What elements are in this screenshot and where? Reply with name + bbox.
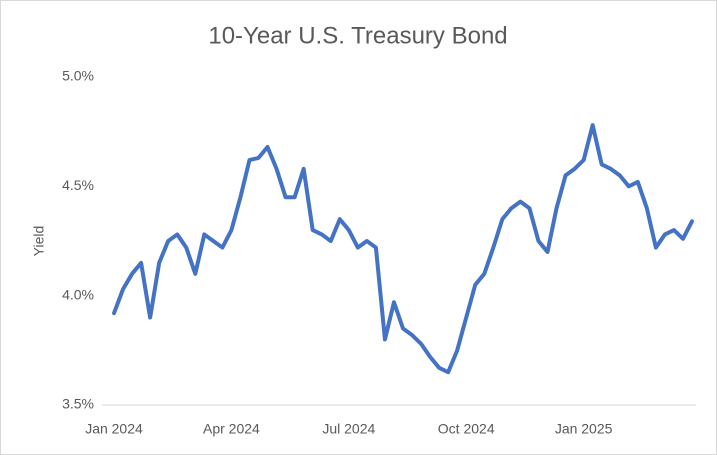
data-line bbox=[112, 123, 694, 375]
chart-title: 10-Year U.S. Treasury Bond bbox=[208, 22, 507, 49]
y-tick-label: 5.0% bbox=[62, 68, 94, 84]
x-tick-label: Jan 2025 bbox=[555, 421, 613, 437]
y-tick-label: 4.5% bbox=[62, 177, 94, 193]
x-tick-label: Jan 2024 bbox=[85, 421, 143, 437]
y-tick-label: 4.0% bbox=[62, 286, 94, 302]
x-tick-label: Jul 2024 bbox=[322, 421, 375, 437]
x-tick-label: Oct 2024 bbox=[438, 421, 495, 437]
y-axis-label: Yield bbox=[31, 226, 47, 257]
x-tick-label: Apr 2024 bbox=[203, 421, 260, 437]
y-tick-label: 3.5% bbox=[62, 396, 94, 412]
